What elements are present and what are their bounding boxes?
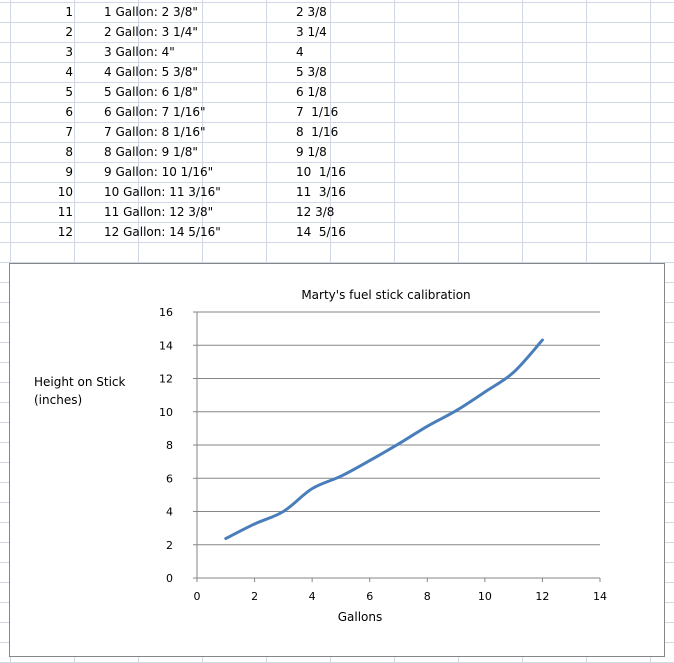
gallon-label-cell[interactable]: 2 Gallon: 3 1/4" bbox=[104, 25, 198, 39]
table-row: 9 9 Gallon: 10 1/16" 10 1/16 bbox=[0, 162, 674, 182]
row-number-cell[interactable]: 9 bbox=[65, 165, 73, 179]
y-tick-label: 4 bbox=[166, 506, 173, 519]
gallon-label-cell[interactable]: 3 Gallon: 4" bbox=[104, 45, 175, 59]
y-axis-title: Height on Stick (inches) bbox=[34, 375, 126, 407]
x-tick-label: 2 bbox=[251, 590, 258, 603]
row-number-cell[interactable]: 8 bbox=[65, 145, 73, 159]
x-tick-label: 6 bbox=[366, 590, 373, 603]
y-tick-label: 2 bbox=[166, 539, 173, 552]
y-tick-label: 16 bbox=[159, 306, 173, 319]
row-number-cell[interactable]: 11 bbox=[57, 205, 73, 219]
gallon-label-cell[interactable]: 12 Gallon: 14 5/16" bbox=[104, 225, 221, 239]
row-number-cell[interactable]: 1 bbox=[65, 5, 73, 19]
x-tick-label: 8 bbox=[424, 590, 431, 603]
chart-title: Marty's fuel stick calibration bbox=[301, 288, 471, 302]
row-number-cell[interactable]: 6 bbox=[65, 105, 73, 119]
stick-value-cell[interactable]: 5 3/8 bbox=[296, 65, 327, 79]
gallon-label-cell[interactable]: 10 Gallon: 11 3/16" bbox=[104, 185, 221, 199]
y-tick-label: 8 bbox=[166, 439, 173, 452]
y-tick-label: 14 bbox=[159, 339, 173, 352]
x-tick-label: 12 bbox=[535, 590, 549, 603]
gallon-label-cell[interactable]: 7 Gallon: 8 1/16" bbox=[104, 125, 206, 139]
gallon-label-cell[interactable]: 1 Gallon: 2 3/8" bbox=[104, 5, 198, 19]
table-row: 11 11 Gallon: 12 3/8" 12 3/8 bbox=[0, 202, 674, 222]
table-row: 8 8 Gallon: 9 1/8" 9 1/8 bbox=[0, 142, 674, 162]
gallon-label-cell[interactable]: 8 Gallon: 9 1/8" bbox=[104, 145, 198, 159]
table-row: 7 7 Gallon: 8 1/16" 8 1/16 bbox=[0, 122, 674, 142]
row-number-cell[interactable]: 10 bbox=[57, 185, 73, 199]
stick-value-cell[interactable]: 12 3/8 bbox=[296, 205, 335, 219]
row-number-cell[interactable]: 4 bbox=[65, 65, 73, 79]
row-number-cell[interactable]: 5 bbox=[65, 85, 73, 99]
y-tick-label: 12 bbox=[159, 373, 173, 386]
stick-value-cell[interactable]: 7 1/16 bbox=[296, 105, 339, 119]
row-number-cell[interactable]: 7 bbox=[65, 125, 73, 139]
x-tick-label: 0 bbox=[194, 590, 201, 603]
y-tick-label: 0 bbox=[166, 572, 173, 585]
x-tick-label: 10 bbox=[478, 590, 492, 603]
gallon-label-cell[interactable]: 5 Gallon: 6 1/8" bbox=[104, 85, 198, 99]
y-tick-label: 6 bbox=[166, 472, 173, 485]
stick-value-cell[interactable]: 9 1/8 bbox=[296, 145, 327, 159]
gallon-label-cell[interactable]: 9 Gallon: 10 1/16" bbox=[104, 165, 214, 179]
table-row: 2 2 Gallon: 3 1/4" 3 1/4 bbox=[0, 22, 674, 42]
table-row: 1 1 Gallon: 2 3/8" 2 3/8 bbox=[0, 2, 674, 22]
gallon-label-cell[interactable]: 4 Gallon: 5 3/8" bbox=[104, 65, 198, 79]
gallon-label-cell[interactable]: 11 Gallon: 12 3/8" bbox=[104, 205, 214, 219]
stick-value-cell[interactable]: 10 1/16 bbox=[296, 165, 346, 179]
row-number-cell[interactable]: 12 bbox=[57, 225, 73, 239]
stick-value-cell[interactable]: 2 3/8 bbox=[296, 5, 327, 19]
stick-value-cell[interactable]: 6 1/8 bbox=[296, 85, 327, 99]
y-tick-label: 10 bbox=[159, 406, 173, 419]
x-tick-label: 14 bbox=[593, 590, 607, 603]
stick-value-cell[interactable]: 14 5/16 bbox=[296, 225, 346, 239]
table-row: 6 6 Gallon: 7 1/16" 7 1/16 bbox=[0, 102, 674, 122]
gallon-label-cell[interactable]: 6 Gallon: 7 1/16" bbox=[104, 105, 206, 119]
stick-value-cell[interactable]: 11 3/16 bbox=[296, 185, 346, 199]
stick-value-cell[interactable]: 3 1/4 bbox=[296, 25, 327, 39]
row-number-cell[interactable]: 3 bbox=[65, 45, 73, 59]
stick-value-cell[interactable]: 4 bbox=[296, 45, 304, 59]
table-row: 3 3 Gallon: 4" 4 bbox=[0, 42, 674, 62]
x-tick-label: 4 bbox=[309, 590, 316, 603]
stick-value-cell[interactable]: 8 1/16 bbox=[296, 125, 339, 139]
row-number-cell[interactable]: 2 bbox=[65, 25, 73, 39]
table-row: 4 4 Gallon: 5 3/8" 5 3/8 bbox=[0, 62, 674, 82]
series-line bbox=[224, 338, 544, 541]
table-row: 12 12 Gallon: 14 5/16" 14 5/16 bbox=[0, 222, 674, 242]
table-row: 5 5 Gallon: 6 1/8" 6 1/8 bbox=[0, 82, 674, 102]
chart-area[interactable] bbox=[9, 263, 665, 657]
x-axis-title: Gallons bbox=[337, 610, 383, 624]
table-row: 10 10 Gallon: 11 3/16" 11 3/16 bbox=[0, 182, 674, 202]
